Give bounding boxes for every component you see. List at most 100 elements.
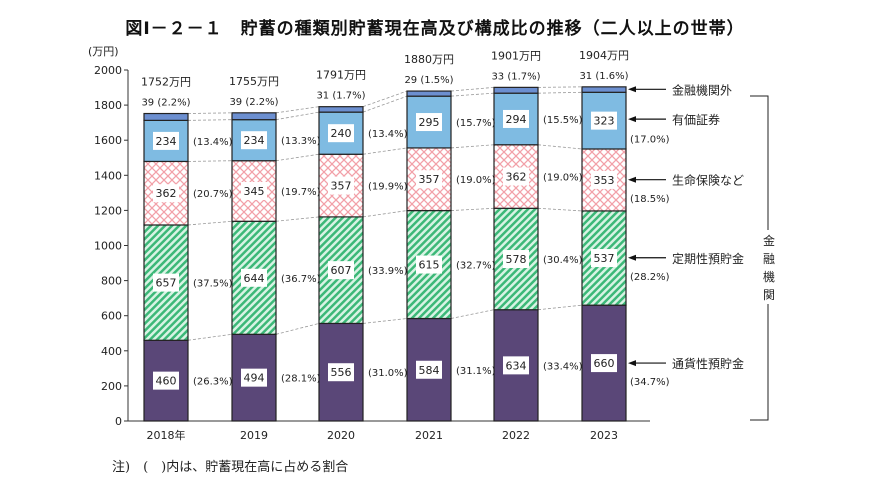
y-tick-label: 400 xyxy=(101,345,122,358)
arrow-icon xyxy=(628,254,636,261)
value-label-box xyxy=(241,131,267,150)
connector-line xyxy=(275,106,320,114)
share-label: (31.1%) xyxy=(456,366,496,377)
y-tick-label: 600 xyxy=(101,310,122,323)
share-label: (19.7%) xyxy=(281,187,321,198)
value-label-box xyxy=(153,273,179,292)
value-label-box xyxy=(241,182,267,201)
connector-line xyxy=(275,323,320,335)
value-label-box xyxy=(328,176,354,195)
legend-label: 有価証券 xyxy=(672,112,720,127)
share-label: (33.9%) xyxy=(368,266,408,277)
value-label-box xyxy=(591,111,617,130)
value-label-box xyxy=(416,255,442,274)
connector-line xyxy=(362,90,408,108)
total-label: 1791万円 xyxy=(316,69,366,82)
y-tick-label: 1800 xyxy=(94,99,122,112)
value-label: 556 xyxy=(331,366,352,379)
x-tick-label: 2022 xyxy=(502,429,530,442)
value-label-box xyxy=(241,268,267,287)
y-axis-label: (万円) xyxy=(88,45,119,58)
share-label: (19.0%) xyxy=(456,175,496,186)
value-label: 357 xyxy=(419,173,440,186)
chart-title: 図Ⅰ－２－１ 貯蓄の種類別貯蓄現在高及び構成比の推移（二人以上の世帯） xyxy=(125,19,745,39)
value-label: 634 xyxy=(506,359,527,372)
connector-line xyxy=(362,95,408,113)
share-label: 29 (1.5%) xyxy=(404,75,453,86)
share-label: (18.5%) xyxy=(630,194,670,205)
share-label: (31.0%) xyxy=(368,368,408,379)
connector-line xyxy=(537,86,583,88)
bar-segment xyxy=(493,86,539,94)
arrow-icon xyxy=(628,176,636,183)
connector-line xyxy=(187,333,233,341)
bar-segment xyxy=(318,106,364,113)
value-label: 460 xyxy=(156,375,177,388)
total-label: 1901万円 xyxy=(491,49,541,62)
value-label: 607 xyxy=(331,264,352,277)
y-tick-label: 1600 xyxy=(94,134,122,147)
bracket-gap xyxy=(760,230,778,304)
share-label: (33.4%) xyxy=(543,361,583,372)
value-label: 234 xyxy=(156,135,177,148)
connector-line xyxy=(187,112,233,114)
value-label: 362 xyxy=(506,171,527,184)
total-label: 1904万円 xyxy=(579,49,629,62)
connector-line xyxy=(450,92,495,97)
value-label-box xyxy=(591,354,617,373)
y-tick-label: 2000 xyxy=(94,64,122,77)
connector-line xyxy=(187,220,233,226)
share-label: (28.2%) xyxy=(630,272,670,283)
value-label-box xyxy=(153,184,179,203)
connector-line xyxy=(275,216,320,222)
share-label: (13.3%) xyxy=(281,136,321,147)
arrow-icon xyxy=(628,360,636,367)
value-label: 584 xyxy=(419,364,440,377)
y-tick-label: 1200 xyxy=(94,204,122,217)
value-label: 357 xyxy=(331,180,352,193)
connector-line xyxy=(362,147,408,155)
y-tick-label: 200 xyxy=(101,380,122,393)
share-label: 39 (2.2%) xyxy=(229,97,278,108)
total-label: 1752万円 xyxy=(141,76,191,89)
share-label: (32.7%) xyxy=(456,261,496,272)
value-label: 345 xyxy=(244,185,265,198)
share-label: 33 (1.7%) xyxy=(491,71,540,82)
value-label: 362 xyxy=(156,187,177,200)
share-label: (20.7%) xyxy=(193,189,233,200)
bracket-label-char: 機 xyxy=(763,269,775,284)
total-label: 1880万円 xyxy=(404,53,454,66)
share-label: 31 (1.6%) xyxy=(579,71,628,82)
share-label: (19.0%) xyxy=(543,173,583,184)
value-label: 578 xyxy=(506,253,527,266)
arrow-icon xyxy=(628,116,636,123)
value-label: 657 xyxy=(156,277,177,290)
share-label: 39 (2.2%) xyxy=(141,98,190,109)
value-label: 240 xyxy=(331,127,352,140)
connector-line xyxy=(450,144,495,149)
x-tick-label: 2021 xyxy=(415,429,443,442)
chart-note: 注) ( )内は、貯蓄現在高に占める割合 xyxy=(112,460,349,475)
value-label-box xyxy=(503,356,529,375)
value-label-box xyxy=(591,170,617,189)
connector-line xyxy=(187,119,233,121)
legend-label: 定期性預貯金 xyxy=(672,251,744,266)
value-label-box xyxy=(241,368,267,387)
value-label-box xyxy=(591,249,617,268)
value-label-box xyxy=(503,167,529,186)
connector-line xyxy=(275,111,320,121)
share-label: (26.3%) xyxy=(193,377,233,388)
connector-line xyxy=(537,207,583,212)
y-tick-label: 0 xyxy=(115,415,122,428)
connector-line xyxy=(537,144,583,150)
value-label: 295 xyxy=(419,116,440,129)
connector-line xyxy=(187,160,233,162)
legend-label: 生命保険など xyxy=(672,173,744,188)
value-label-box xyxy=(416,360,442,379)
legend-label: 金融機関外 xyxy=(672,82,732,97)
share-label: (19.9%) xyxy=(368,182,408,193)
value-label: 615 xyxy=(419,259,440,272)
share-label: (30.4%) xyxy=(543,255,583,266)
x-tick-label: 2023 xyxy=(590,429,618,442)
connector-line xyxy=(450,86,495,92)
